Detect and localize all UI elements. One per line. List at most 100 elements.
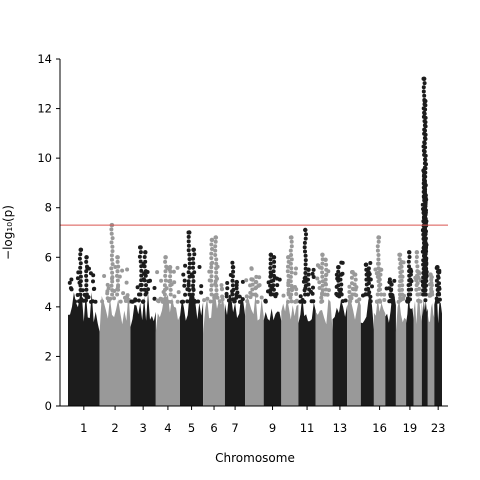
peak-point (116, 264, 121, 269)
snp-point (175, 265, 180, 270)
peak-point (339, 292, 344, 297)
peak-point (231, 287, 236, 292)
chromosome-band (180, 292, 204, 406)
x-tick-label: 4 (164, 421, 171, 435)
x-tick-label: 19 (403, 421, 418, 435)
peak-point (268, 257, 273, 262)
peak-top-point (397, 252, 403, 257)
peak-point (422, 215, 426, 219)
snp-point (294, 299, 299, 304)
chromosome-band (224, 294, 246, 406)
peak-point (423, 107, 428, 112)
peak-point (290, 288, 294, 293)
peak-point (271, 287, 276, 292)
snp-point (152, 286, 157, 290)
snp-point (217, 299, 222, 304)
peak-point (209, 256, 214, 261)
peak-top-point (143, 250, 148, 255)
peak-point (408, 272, 413, 277)
peak-point (320, 288, 325, 293)
peak-point (143, 273, 148, 278)
peak-point (209, 283, 214, 288)
peak-point (162, 292, 167, 297)
peak-point (289, 266, 294, 271)
peak-point (186, 248, 191, 253)
snp-point (316, 263, 321, 268)
peak-point (139, 268, 144, 273)
peak-top-point (422, 76, 427, 82)
peak-point (191, 288, 196, 292)
snp-point (382, 292, 387, 297)
peak-point (268, 270, 273, 275)
peak-point (423, 189, 427, 194)
snp-point (293, 271, 298, 276)
snp-point (159, 297, 164, 302)
peak-point (352, 292, 357, 297)
peak-top-point (250, 277, 255, 282)
peak-point (423, 137, 428, 141)
peak-point (306, 282, 311, 287)
peak-top-point (378, 267, 383, 272)
snp-point (416, 298, 421, 303)
snp-point (315, 276, 320, 281)
peak-point (250, 292, 255, 297)
chromosome-band (427, 303, 435, 406)
y-tick-label: 2 (45, 349, 52, 363)
snp-point (108, 296, 113, 301)
peak-point (230, 274, 235, 279)
peak-point (213, 239, 218, 244)
peak-point (422, 149, 427, 154)
snp-point (249, 266, 254, 271)
x-tick-label: 9 (269, 421, 276, 435)
peak-point (288, 274, 293, 279)
snp-point (176, 290, 181, 295)
peak-top-point (423, 242, 429, 248)
snp-point (118, 299, 123, 304)
chromosome-band (99, 292, 131, 406)
snp-point (193, 299, 198, 304)
peak-point (168, 278, 173, 283)
peak-point (421, 219, 426, 224)
peak-point (429, 286, 434, 291)
peak-point (303, 253, 308, 258)
peak-point (78, 279, 83, 284)
peak-point (268, 283, 273, 288)
snp-point (123, 299, 128, 303)
peak-point (209, 242, 214, 247)
peak-point (423, 153, 428, 158)
peak-point (214, 283, 219, 288)
peak-point (408, 282, 413, 287)
snp-point (311, 299, 316, 304)
peak-point (289, 270, 294, 275)
peak-point (115, 292, 120, 297)
peak-point (416, 275, 421, 280)
peak-point (110, 292, 115, 297)
peak-point (115, 273, 119, 278)
peak-top-point (336, 265, 341, 270)
snp-point (219, 283, 224, 288)
peak-point (376, 253, 381, 257)
snp-point (89, 299, 93, 304)
peak-point (271, 278, 276, 283)
peak-point (186, 279, 191, 284)
snp-point (240, 297, 245, 302)
peak-point (306, 292, 310, 297)
snp-point (146, 287, 150, 292)
snp-point (289, 299, 294, 304)
peak-point (138, 250, 143, 255)
snp-point (226, 298, 231, 303)
snp-point (125, 293, 130, 298)
snp-point (257, 275, 262, 280)
chromosome-band (155, 294, 180, 406)
snp-point (294, 292, 299, 296)
peak-point (214, 261, 219, 266)
peak-point (191, 283, 195, 288)
peak-point (302, 288, 307, 293)
peak-point (409, 287, 414, 292)
peak-point (187, 292, 192, 297)
snp-point (237, 299, 242, 304)
chromosome-band (298, 295, 316, 406)
snp-point (347, 284, 352, 289)
snp-point (120, 268, 125, 273)
peak-point (78, 265, 83, 270)
